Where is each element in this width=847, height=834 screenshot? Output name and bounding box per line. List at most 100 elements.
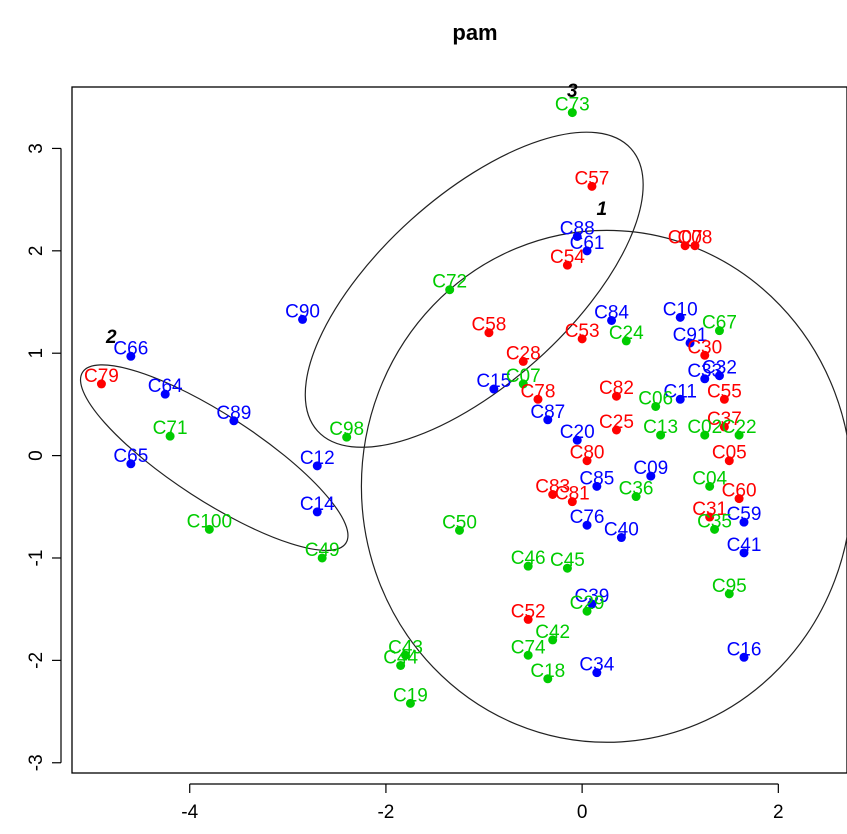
point-label-c71: C71 <box>153 418 188 439</box>
point-c36 <box>631 492 641 502</box>
point-c40 <box>616 533 626 543</box>
point-c08 <box>690 241 700 251</box>
point-label-c19: C19 <box>393 685 428 706</box>
point-label-c55: C55 <box>707 381 742 402</box>
point-c41 <box>739 548 749 558</box>
point-label-c95: C95 <box>712 576 747 597</box>
cluster-number-label: 3 <box>567 81 578 102</box>
point-c72 <box>445 285 455 295</box>
point-label-c79: C79 <box>84 366 119 387</box>
point-c71 <box>165 431 175 441</box>
point-label-c45: C45 <box>550 550 585 571</box>
plot-frame <box>71 86 847 774</box>
point-label-c22: C22 <box>722 417 757 438</box>
point-label-c39: C39 <box>575 586 610 607</box>
point-c79 <box>96 379 106 389</box>
point-label-c28: C28 <box>506 343 541 364</box>
point-label-c31: C31 <box>692 499 727 520</box>
point-c37 <box>719 422 729 432</box>
point-c07 <box>518 379 528 389</box>
x-tick-label: -2 <box>377 802 394 823</box>
point-c15 <box>489 384 499 394</box>
point-label-c42: C42 <box>535 622 570 643</box>
point-label-c13: C13 <box>643 417 678 438</box>
point-label-c35: C35 <box>697 511 732 532</box>
point-label-c81: C81 <box>555 484 590 505</box>
y-tick-label: 1 <box>26 348 47 359</box>
cluster-number-label: 2 <box>105 327 117 348</box>
point-c66 <box>126 351 136 361</box>
point-c25 <box>611 425 621 435</box>
point-label-c89: C89 <box>216 403 251 424</box>
point-c98 <box>342 432 352 442</box>
point-label-c57: C57 <box>575 168 610 189</box>
point-label-c80: C80 <box>570 443 605 464</box>
point-c65 <box>126 459 136 469</box>
point-c07 <box>680 241 690 251</box>
point-label-c40: C40 <box>604 520 639 541</box>
point-c100 <box>204 524 214 534</box>
x-tick-label: -4 <box>181 802 198 823</box>
point-label-c52: C52 <box>511 601 546 622</box>
point-label-c66: C66 <box>113 338 148 359</box>
point-c59 <box>739 517 749 527</box>
point-c02 <box>700 430 710 440</box>
point-c89 <box>229 416 239 426</box>
point-c67 <box>714 326 724 336</box>
point-label-c90: C90 <box>285 301 320 322</box>
point-label-c44: C44 <box>383 647 418 668</box>
point-label-c34: C34 <box>579 655 614 676</box>
point-label-c88: C88 <box>560 218 595 239</box>
point-label-c11: C11 <box>664 381 697 402</box>
point-c20 <box>572 435 582 445</box>
point-c09 <box>646 471 656 481</box>
point-label-c50: C50 <box>442 512 477 533</box>
point-c73 <box>567 108 577 118</box>
point-label-c60: C60 <box>722 481 757 502</box>
point-label-c54: C54 <box>550 247 585 268</box>
x-tick-label: 0 <box>577 802 588 823</box>
y-tick-label: -1 <box>26 550 47 567</box>
cluster-ellipse-2 <box>304 131 644 448</box>
point-c83 <box>548 490 558 500</box>
point-c85 <box>592 481 602 491</box>
point-c49 <box>317 553 327 563</box>
point-label-c36: C36 <box>619 479 654 500</box>
point-c91 <box>685 338 695 348</box>
point-c64 <box>160 389 170 399</box>
point-label-c82: C82 <box>599 378 634 399</box>
point-label-c16: C16 <box>727 639 762 660</box>
point-label-c61: C61 <box>570 233 605 254</box>
point-label-c78: C78 <box>521 381 556 402</box>
point-c95 <box>724 589 734 599</box>
point-label-c09: C09 <box>633 458 668 479</box>
point-c05 <box>724 456 734 466</box>
point-label-c41: C41 <box>727 535 762 556</box>
point-c57 <box>587 181 597 191</box>
point-c30 <box>700 350 710 360</box>
point-label-c30: C30 <box>687 337 722 358</box>
point-c39 <box>587 599 597 609</box>
point-label-c20: C20 <box>560 422 595 443</box>
point-c52 <box>523 614 533 624</box>
y-tick-label: 0 <box>26 450 47 461</box>
axes: -4 -2 0 2 -3 -2 -1 0 1 2 3 <box>26 143 784 823</box>
point-label-c46: C46 <box>511 548 546 569</box>
point-c29 <box>582 606 592 616</box>
point-c11 <box>675 394 685 404</box>
point-c50 <box>455 525 464 535</box>
point-c60 <box>734 494 744 504</box>
point-label-c29: C29 <box>570 593 605 614</box>
point-label-c100: C100 <box>187 511 232 532</box>
point-label-c37: C37 <box>707 409 742 430</box>
point-c55 <box>719 394 729 404</box>
point-label-c74: C74 <box>511 637 546 658</box>
point-c76 <box>582 520 592 530</box>
point-c81 <box>567 497 577 507</box>
point-c14 <box>312 507 322 517</box>
point-c12 <box>312 461 322 471</box>
point-c35 <box>710 524 720 534</box>
point-label-c02: C02 <box>687 417 722 438</box>
